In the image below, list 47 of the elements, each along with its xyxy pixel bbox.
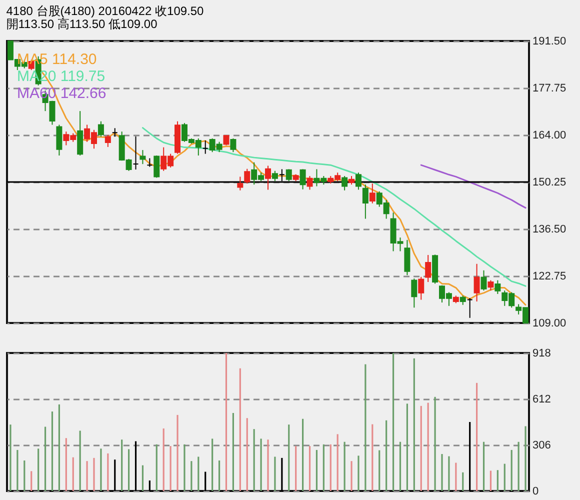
candlestick: [355, 172, 362, 190]
y-tick-label: 177.75: [532, 82, 566, 94]
chart-subtitle: 開113.50 高113.50 低109.00: [6, 17, 158, 31]
candlestick: [154, 155, 160, 178]
candlestick: [300, 168, 306, 190]
candlestick: [306, 176, 313, 190]
candlestick: [272, 170, 278, 182]
line-series: [420, 164, 526, 209]
candlestick: [146, 158, 153, 168]
candlestick: [286, 168, 292, 182]
y-tick-label: 109.00: [532, 318, 566, 330]
candlestick: [98, 120, 104, 138]
y-tick-label: 306: [532, 440, 551, 452]
chart-title: 4180 台股(4180) 20160422 收109.50: [6, 4, 204, 18]
candlestick: [369, 183, 376, 204]
candlestick: [223, 134, 230, 146]
candlestick: [202, 140, 208, 154]
candlestick: [132, 136, 139, 170]
candlestick: [488, 280, 494, 292]
candlestick: [237, 176, 244, 191]
candlestick: [425, 254, 432, 282]
candlestick: [460, 295, 466, 306]
y-tick-label: 0: [532, 486, 539, 498]
candlestick: [404, 239, 410, 276]
y-tick-label: 136.50: [532, 224, 566, 236]
candlestick: [494, 280, 501, 294]
y-tick-label: 150.25: [532, 176, 566, 188]
candlestick: [474, 263, 480, 302]
y-tick-label: 122.75: [532, 270, 566, 282]
y-tick-label: 918: [532, 348, 551, 360]
candlestick: [418, 276, 424, 300]
candlestick: [230, 138, 236, 153]
candlestick: [265, 165, 271, 190]
candlestick: [411, 278, 418, 308]
y-tick-label: 164.00: [532, 130, 566, 142]
candlestick: [140, 150, 146, 165]
candlestick: [77, 110, 84, 156]
candlestick: [466, 298, 473, 318]
candlestick: [56, 124, 62, 156]
candlestick: [244, 168, 250, 184]
y-tick-label: 191.50: [532, 36, 566, 48]
y-tick-label: 612: [532, 394, 551, 406]
candlestick: [342, 176, 348, 191]
candlestick: [104, 134, 111, 148]
line-series: [142, 127, 526, 287]
candlestick: [362, 184, 368, 220]
candlestick: [480, 270, 487, 292]
